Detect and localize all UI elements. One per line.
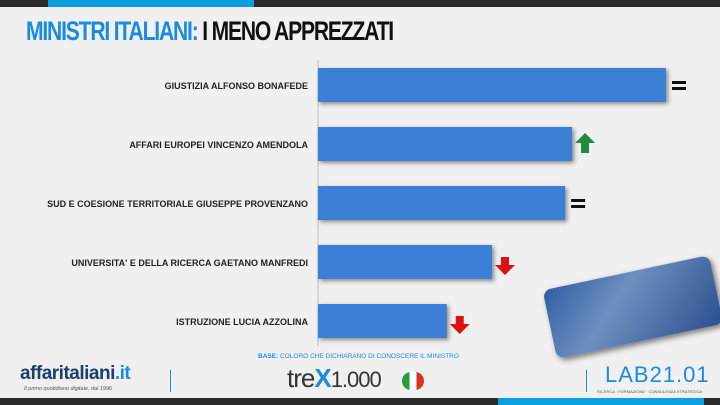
bar [318, 245, 492, 279]
bar [318, 304, 447, 338]
top-bar [0, 0, 720, 7]
trex-logo: treX1.000 [287, 363, 382, 393]
equal-icon [571, 205, 586, 208]
category-label: ISTRUZIONE LUCIA AZZOLINA [176, 317, 308, 327]
trex-number: 1.000 [330, 367, 382, 392]
lab2101-tagline: RICERCA · FORMAZIONE · CONSULENZA STRATE… [597, 389, 703, 394]
equal-icon [672, 87, 686, 90]
category-label: AFFARI EUROPEI VINCENZO AMENDOLA [129, 140, 308, 150]
bar [318, 127, 573, 161]
equal-icon [672, 81, 686, 84]
page-title: MINISTRI ITALIANI: I MENO APPREZZATI [26, 16, 394, 46]
category-label: GIUSTIZIA ALFONSO BONAFEDE [165, 81, 308, 91]
bottom-bar [0, 398, 720, 405]
arrow-up-icon [575, 133, 596, 153]
lab2101-logo: LAB21.01 [605, 362, 710, 387]
bar-chart: GIUSTIZIA ALFONSO BONAFEDE AFFARI EUROPEI… [47, 60, 686, 346]
divider [170, 370, 171, 392]
category-label: SUD E COESIONE TERRITORIALE GIUSEPPE PRO… [47, 199, 308, 209]
base-note: BASE: COLORO CHE DICHIARANO DI CONOSCERE… [258, 353, 459, 360]
arrow-down-icon [449, 316, 470, 334]
bar [318, 68, 666, 102]
arrow-down-icon [495, 257, 515, 275]
top-bar-accent [48, 0, 254, 7]
italy-flag-icon [402, 372, 424, 390]
bar [318, 186, 566, 220]
equal-icon [571, 199, 586, 202]
affaritaliani-tagline: Il primo quotidiano digitale, dal 1996 [24, 386, 113, 392]
divider [586, 370, 587, 392]
category-label: UNIVERSITA' E DELLA RICERCA GAETANO MANF… [71, 258, 308, 268]
bottom-bar-accent [498, 398, 704, 405]
affaritaliani-logo: affaritaliani.it [20, 363, 131, 384]
